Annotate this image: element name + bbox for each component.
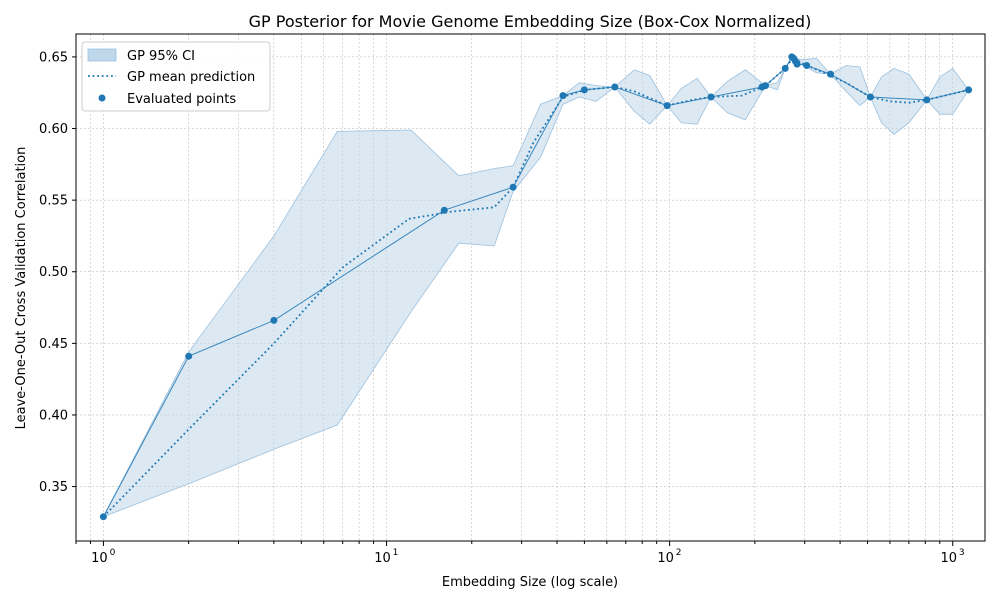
data-point bbox=[440, 206, 448, 214]
data-point bbox=[580, 86, 588, 94]
y-axis-label: Leave-One-Out Cross Validation Correlati… bbox=[14, 147, 29, 430]
legend: GP 95% CI GP mean prediction Evaluated p… bbox=[81, 41, 271, 112]
x-tick-exponent: 2 bbox=[676, 548, 682, 558]
legend-points-swatch bbox=[98, 94, 106, 102]
legend-label-mean: GP mean prediction bbox=[127, 70, 255, 85]
data-point bbox=[866, 93, 874, 101]
legend-label-points: Evaluated points bbox=[127, 92, 236, 107]
y-tick-label: 0.45 bbox=[39, 337, 68, 352]
ci-band bbox=[102, 56, 970, 518]
x-axis-ticks: 10 0 10 1 10 2 10 3 bbox=[75, 541, 965, 566]
data-point bbox=[923, 96, 931, 104]
data-point bbox=[793, 60, 801, 68]
chart-title: GP Posterior for Movie Genome Embedding … bbox=[249, 12, 812, 31]
y-tick-label: 0.60 bbox=[39, 122, 68, 137]
y-tick-label: 0.35 bbox=[39, 480, 68, 495]
data-point bbox=[663, 102, 671, 110]
data-point bbox=[509, 183, 517, 191]
data-point bbox=[99, 513, 107, 521]
legend-box bbox=[81, 41, 271, 112]
data-point bbox=[827, 70, 834, 78]
data-point bbox=[762, 82, 769, 90]
y-axis-ticks: 0.35 0.40 0.45 0.50 0.55 0.60 0.65 bbox=[39, 50, 76, 495]
plot-frame bbox=[75, 33, 986, 542]
x-tick-label: 10 bbox=[374, 551, 391, 566]
x-tick-exponent: 0 bbox=[110, 548, 116, 558]
y-tick-label: 0.55 bbox=[39, 194, 68, 209]
x-tick-exponent: 3 bbox=[959, 548, 965, 558]
data-point bbox=[185, 352, 193, 360]
data-point bbox=[270, 316, 278, 324]
x-tick-label: 10 bbox=[91, 551, 108, 566]
data-point bbox=[559, 92, 567, 100]
data-point bbox=[803, 62, 811, 69]
data-point bbox=[611, 83, 619, 91]
x-tick-exponent: 1 bbox=[393, 548, 399, 558]
data-point bbox=[781, 64, 789, 72]
data-point bbox=[707, 93, 715, 101]
y-tick-label: 0.40 bbox=[39, 408, 68, 423]
x-tick-label: 10 bbox=[940, 551, 957, 566]
scatter-points bbox=[99, 53, 973, 521]
data-point bbox=[965, 86, 973, 94]
legend-label-ci: GP 95% CI bbox=[127, 49, 195, 64]
y-tick-label: 0.65 bbox=[39, 50, 68, 65]
x-axis-label: Embedding Size (log scale) bbox=[442, 575, 618, 590]
y-tick-label: 0.50 bbox=[39, 265, 68, 280]
x-tick-label: 10 bbox=[657, 551, 674, 566]
ci-band-area bbox=[102, 56, 970, 518]
legend-band-swatch bbox=[87, 48, 117, 62]
